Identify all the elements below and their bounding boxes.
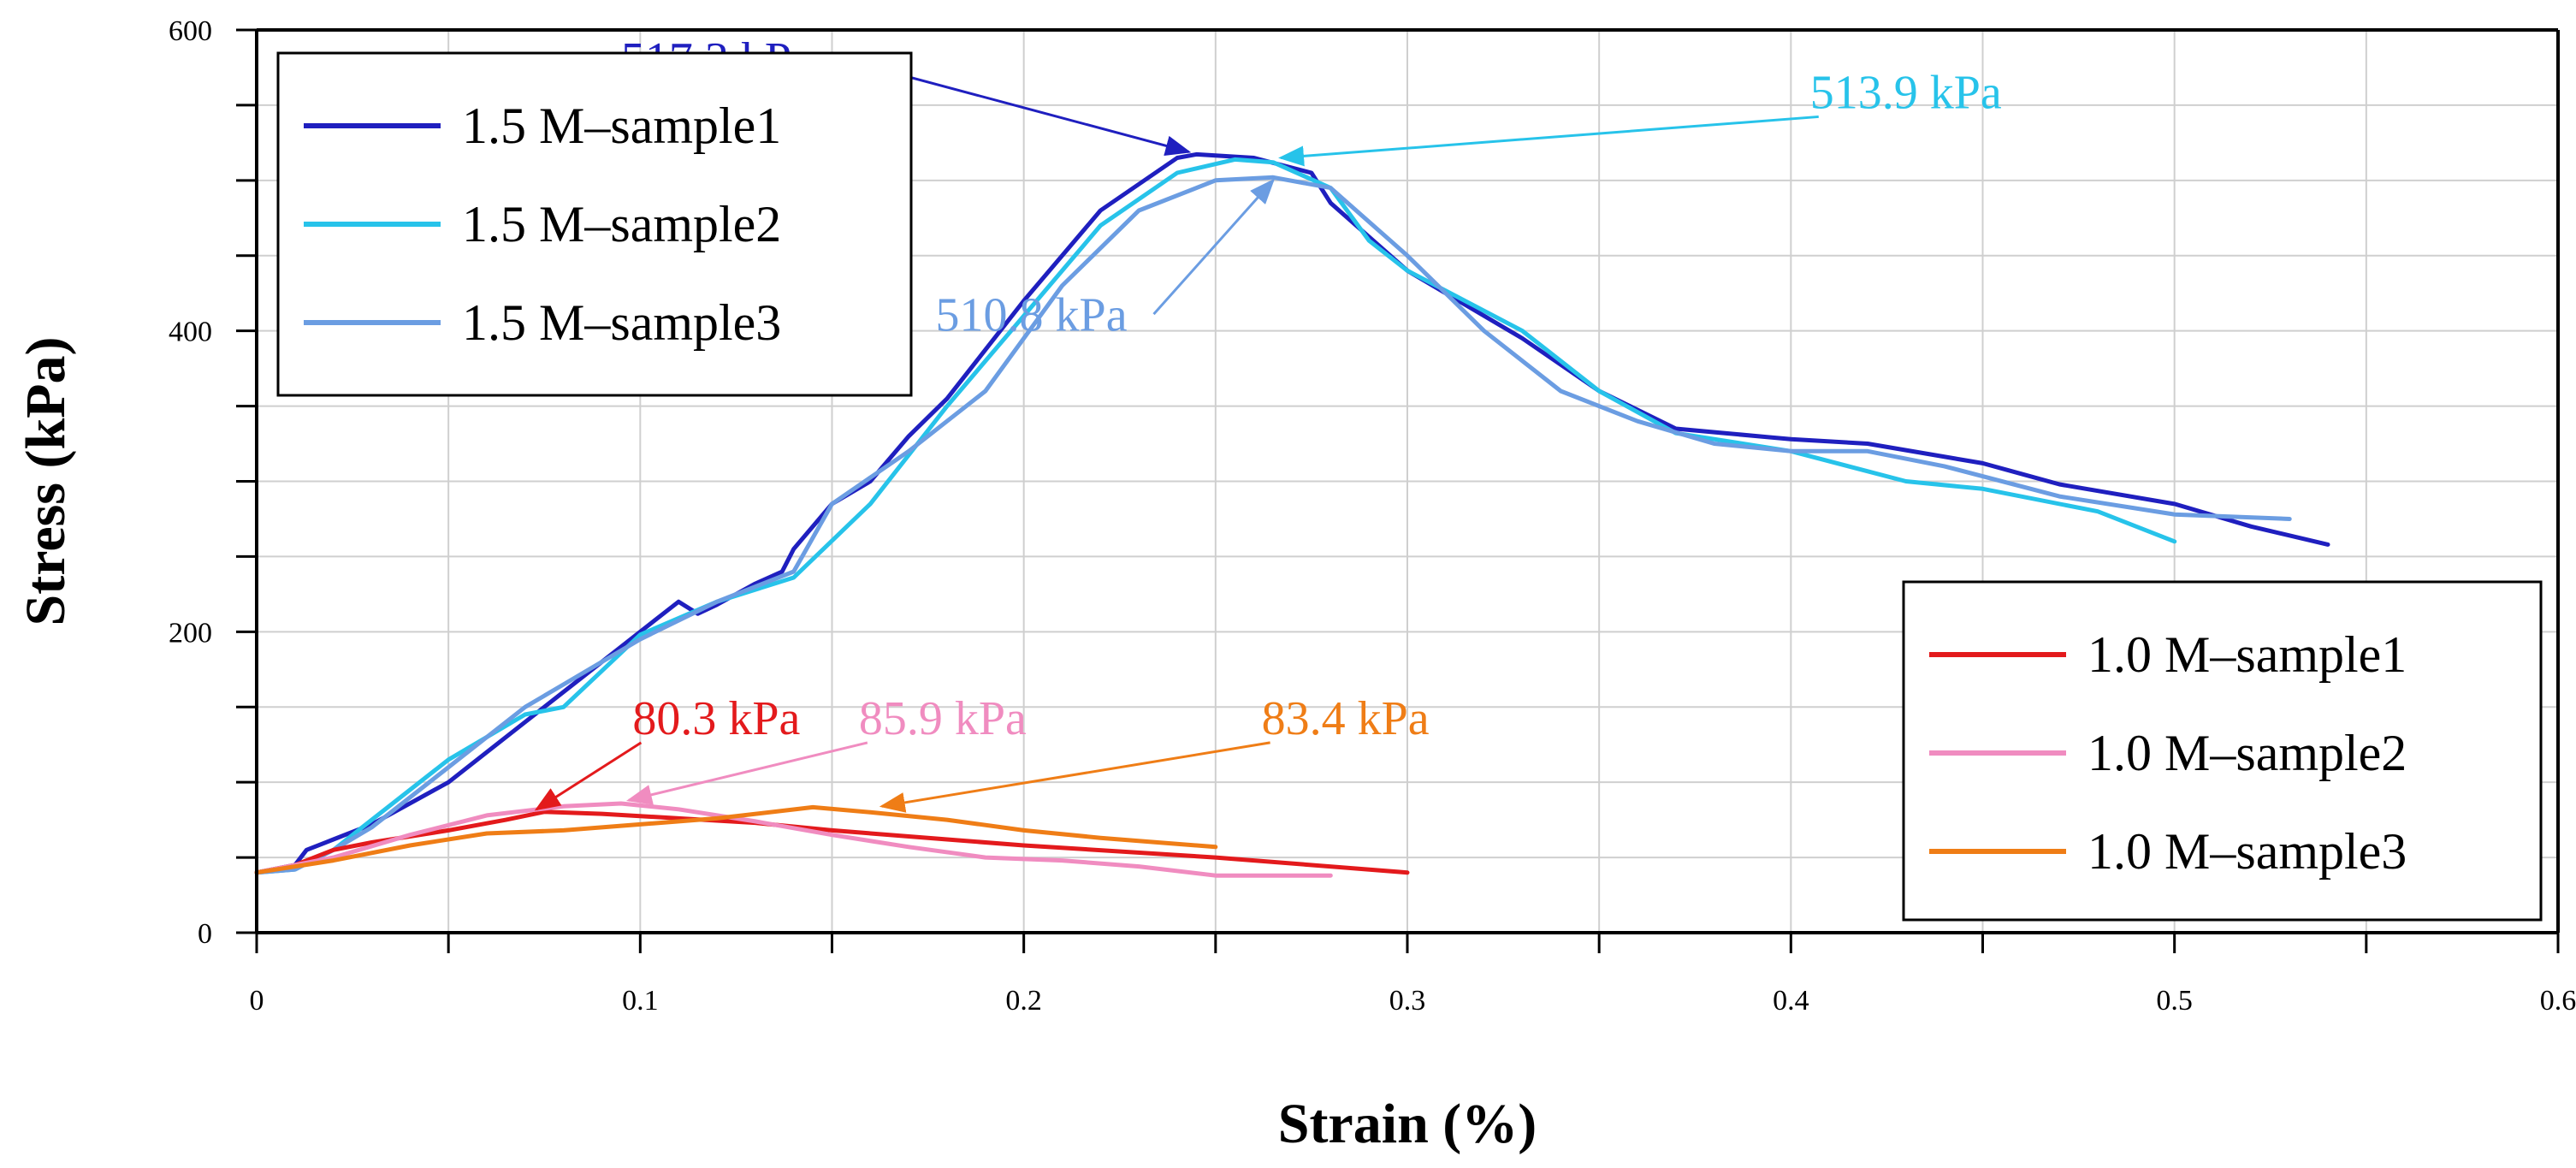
series-line-6	[254, 804, 1218, 875]
peak-label-6: 83.4 kPa	[1262, 692, 1430, 745]
y-axis-title: Stress (kPa)	[15, 337, 77, 626]
peak-label-2: 513.9 kPa	[1810, 66, 2002, 119]
legend-label: 1.5 M–sample2	[462, 196, 781, 252]
peak-arrow-6	[879, 741, 1270, 813]
series-line-5	[254, 801, 1333, 878]
peak-label-3: 510.8 kPa	[936, 289, 1128, 342]
peak-arrow-4	[534, 741, 643, 811]
legend-bottom-right: 1.0 M–sample1 1.0 M–sample2 1.0 M–sample3	[1902, 580, 2543, 922]
y-tick-label: 0	[198, 918, 212, 950]
legend-label: 1.5 M–sample1	[462, 98, 781, 154]
peak-label-5: 85.9 kPa	[859, 692, 1027, 745]
series-line-3	[254, 175, 2292, 875]
y-tick-label: 600	[169, 15, 212, 47]
peak-arrow-3	[1152, 178, 1276, 316]
x-axis-title: Strain (%)	[1278, 1093, 1537, 1155]
x-tick-label: 0.6	[2540, 985, 2576, 1017]
x-tick-label: 0.1	[622, 985, 659, 1017]
peak-label-4: 80.3 kPa	[632, 692, 800, 745]
series-line-4	[254, 809, 1410, 875]
series-lines	[254, 151, 2330, 878]
y-tick-label: 400	[169, 317, 212, 348]
legend-top-left: 1.5 M–sample1 1.5 M–sample2 1.5 M–sample3	[276, 51, 913, 397]
x-tick-label: 0.3	[1389, 985, 1426, 1017]
legend-box	[1902, 580, 2543, 922]
x-tick-label: 0.4	[1773, 985, 1809, 1017]
axes: 0 0.1 0.2 0.3 0.4 0.5 0.6 0 200 400 600 Strain (%) S…	[15, 15, 2576, 1155]
x-tick-label: 0	[250, 985, 264, 1017]
legend-label: 1.0 M–sample1	[2087, 626, 2407, 683]
x-tick-label: 0.2	[1005, 985, 1042, 1017]
legend-label: 1.0 M–sample2	[2087, 725, 2407, 781]
x-tick-label: 0.5	[2156, 985, 2193, 1017]
y-tick-label: 200	[169, 617, 212, 649]
peak-arrow-2	[1278, 115, 1819, 167]
legend-label: 1.5 M–sample3	[462, 294, 781, 351]
peak-arrow-5	[625, 741, 868, 805]
legend-label: 1.0 M–sample3	[2087, 823, 2407, 880]
